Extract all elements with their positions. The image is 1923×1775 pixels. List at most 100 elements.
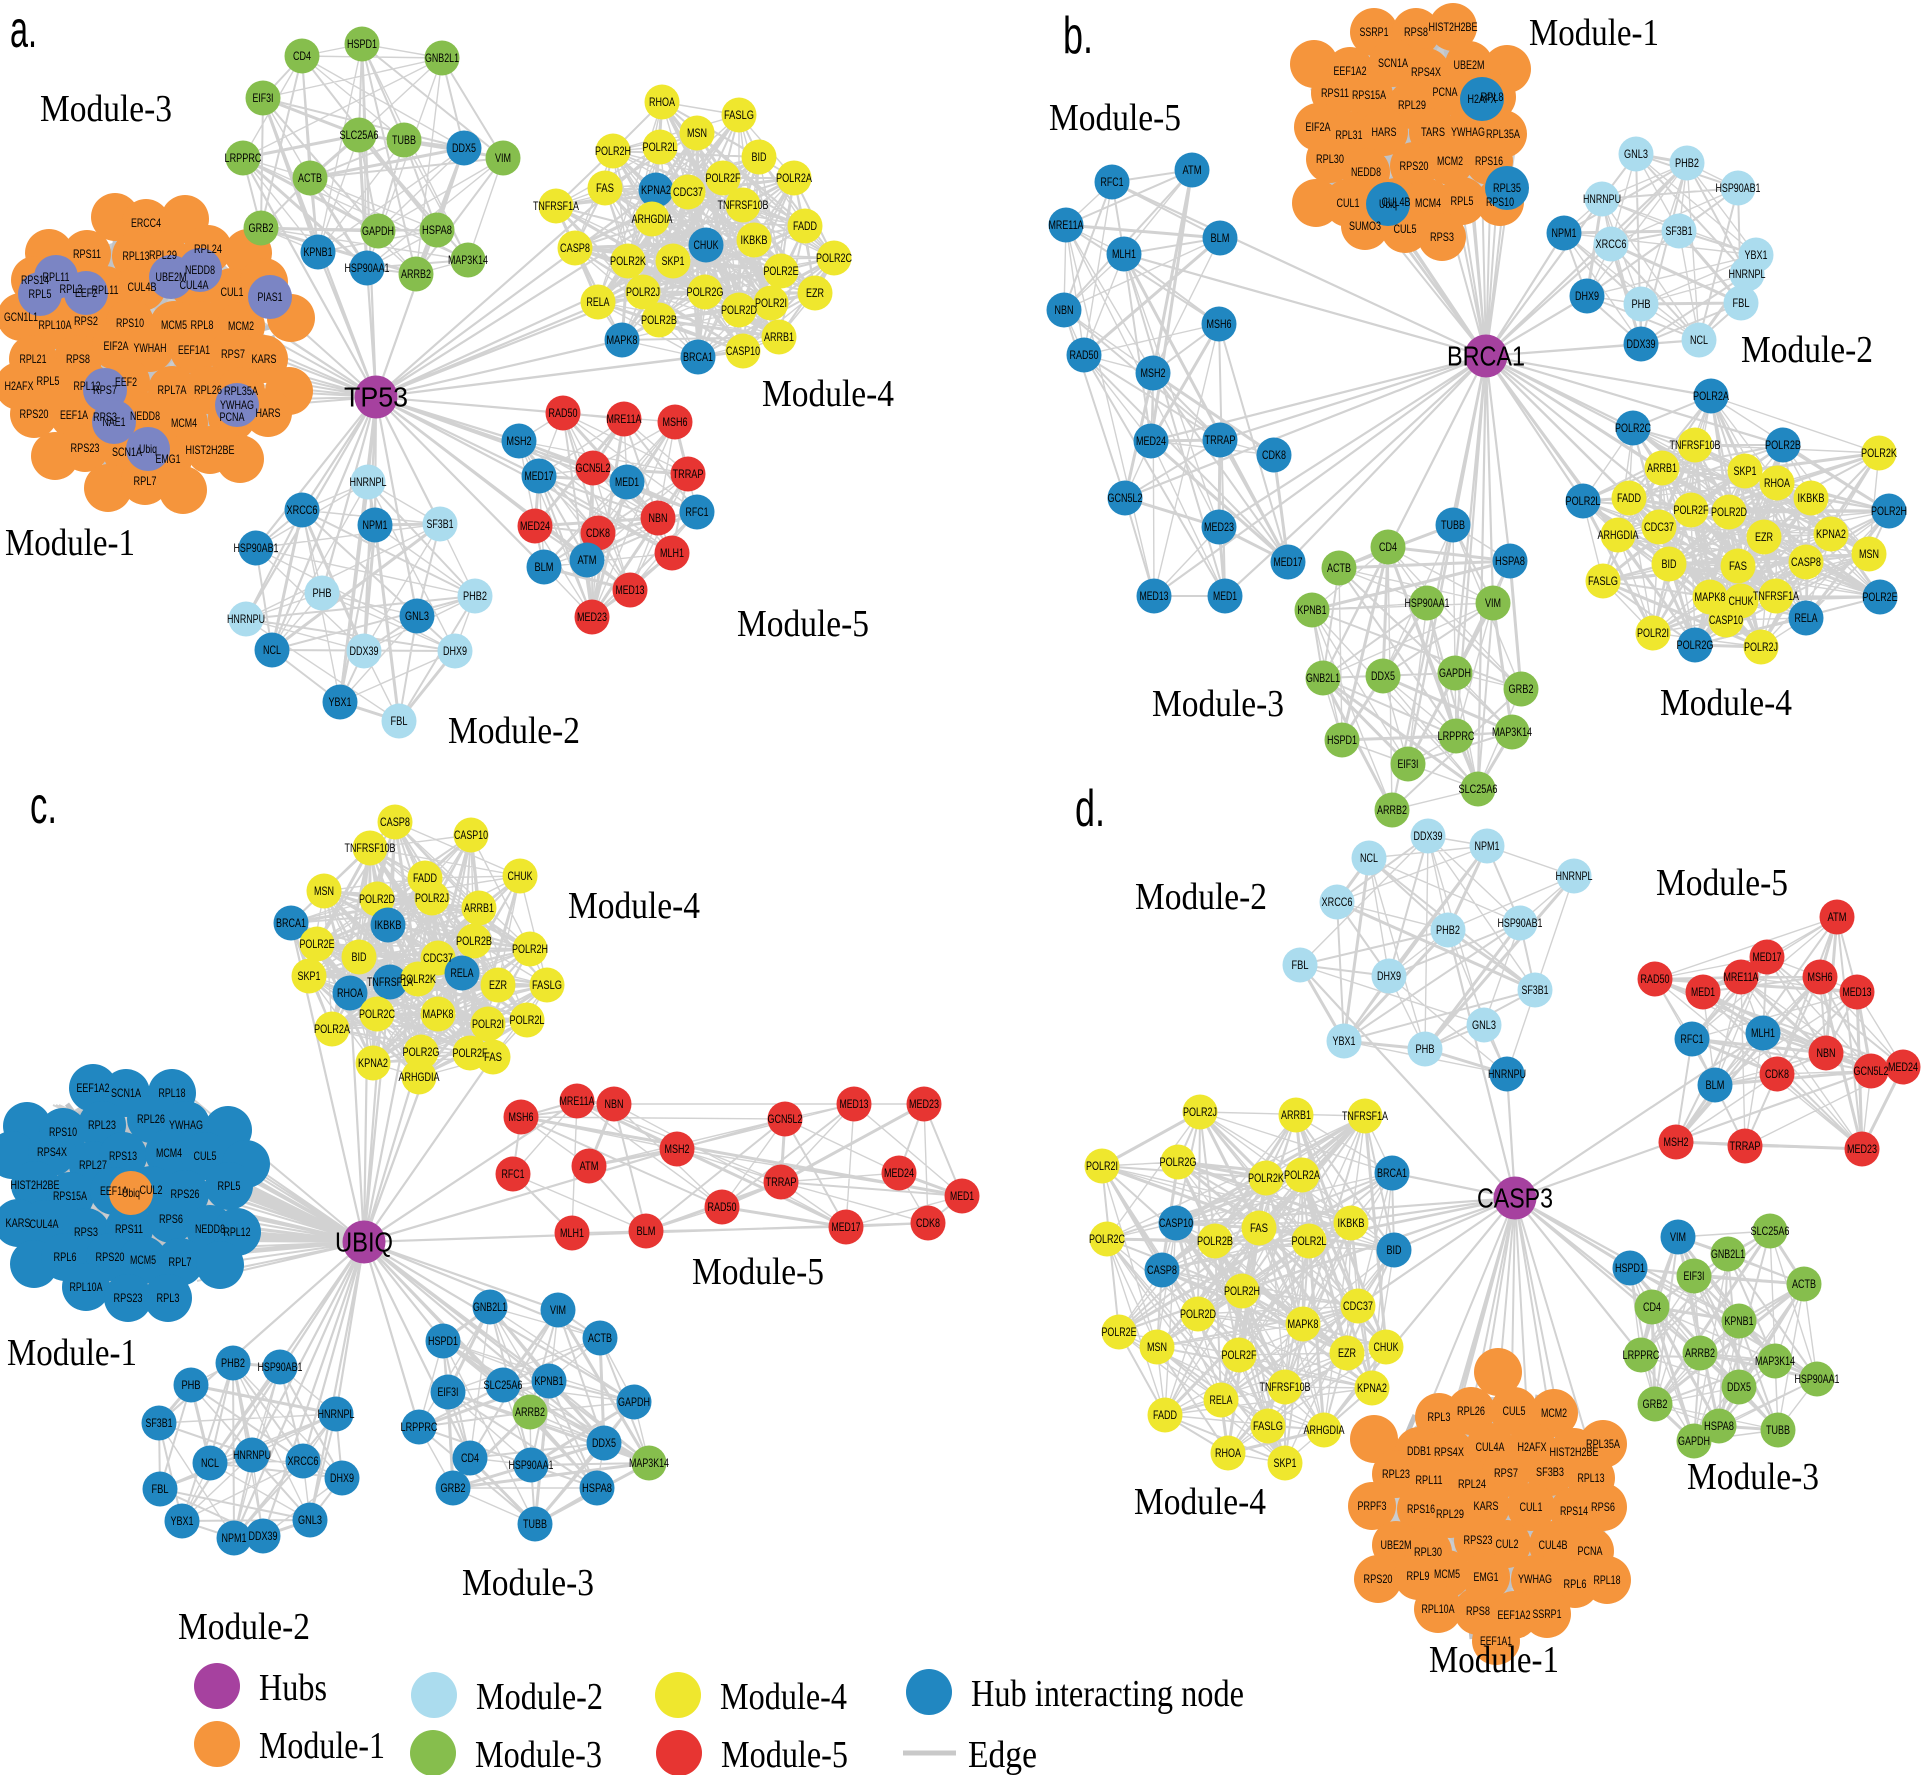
svg-text:RPS4X: RPS4X [1434, 1445, 1464, 1459]
svg-text:RFC1: RFC1 [1681, 1032, 1704, 1046]
svg-text:CUL2: CUL2 [140, 1183, 163, 1197]
svg-text:XRCC6: XRCC6 [287, 503, 318, 517]
svg-text:POLR2B: POLR2B [456, 934, 492, 948]
svg-text:RELA: RELA [1795, 611, 1818, 625]
svg-text:CASP10: CASP10 [454, 828, 488, 842]
svg-text:CUL1: CUL1 [221, 285, 244, 299]
svg-text:DDX5: DDX5 [452, 141, 476, 155]
svg-text:ARHGDIA: ARHGDIA [1304, 1423, 1345, 1437]
svg-text:RPL30: RPL30 [1316, 152, 1344, 166]
svg-text:MED24: MED24 [884, 1166, 914, 1180]
svg-text:KPNA2: KPNA2 [641, 183, 671, 197]
svg-text:UBE2M: UBE2M [1454, 58, 1485, 72]
svg-text:XRCC6: XRCC6 [1596, 237, 1627, 251]
svg-text:MSH2: MSH2 [1664, 1135, 1689, 1149]
svg-text:CASP10: CASP10 [1159, 1216, 1193, 1230]
svg-text:RPL8: RPL8 [1481, 90, 1504, 104]
svg-text:VIM: VIM [495, 151, 511, 165]
svg-text:LRPPRC: LRPPRC [401, 1420, 438, 1434]
svg-text:CDK8: CDK8 [1262, 448, 1286, 462]
svg-text:VIM: VIM [1485, 596, 1501, 610]
svg-text:MCM4: MCM4 [156, 1146, 182, 1160]
svg-text:UBE2M: UBE2M [156, 270, 187, 284]
svg-text:YBX1: YBX1 [329, 695, 352, 709]
svg-text:RPL26: RPL26 [137, 1112, 165, 1126]
svg-text:POLR2I: POLR2I [1637, 626, 1669, 640]
svg-text:ARRB2: ARRB2 [1685, 1346, 1715, 1360]
svg-text:RPL31: RPL31 [1336, 128, 1363, 142]
svg-text:Module-5: Module-5 [1049, 97, 1181, 139]
svg-text:RAD50: RAD50 [708, 1200, 737, 1214]
svg-text:HIST2H2BE: HIST2H2BE [11, 1178, 60, 1192]
svg-text:MSN: MSN [314, 884, 334, 898]
svg-text:POLR2B: POLR2B [641, 313, 677, 327]
svg-text:POLR2I: POLR2I [1086, 1159, 1118, 1173]
svg-text:FAS: FAS [484, 1050, 502, 1064]
svg-text:RPS11: RPS11 [73, 247, 101, 261]
svg-text:PHB: PHB [1632, 297, 1651, 311]
svg-text:SLC25A6: SLC25A6 [484, 1378, 523, 1392]
svg-text:GAPDH: GAPDH [618, 1395, 650, 1409]
svg-text:PHB2: PHB2 [1675, 156, 1699, 170]
svg-text:NCL: NCL [1360, 851, 1378, 865]
svg-text:ARRB1: ARRB1 [1647, 461, 1677, 475]
svg-text:Module-4: Module-4 [762, 373, 894, 415]
svg-text:FBL: FBL [152, 1482, 169, 1496]
svg-text:CDC37: CDC37 [1343, 1299, 1373, 1313]
svg-text:DHX9: DHX9 [330, 1471, 354, 1485]
svg-text:GRB2: GRB2 [1643, 1397, 1668, 1411]
svg-text:RPS3: RPS3 [1430, 230, 1454, 244]
svg-text:EEF1A: EEF1A [100, 1184, 128, 1198]
svg-text:RPL18: RPL18 [1594, 1573, 1621, 1587]
svg-text:Module-3: Module-3 [462, 1562, 594, 1604]
svg-text:HSPD1: HSPD1 [428, 1334, 458, 1348]
svg-text:RPS10: RPS10 [1486, 195, 1514, 209]
svg-text:RPL10A: RPL10A [70, 1280, 103, 1294]
svg-text:RAD50: RAD50 [1641, 972, 1670, 986]
svg-text:POLR2D: POLR2D [721, 303, 757, 317]
svg-text:RPS3: RPS3 [93, 410, 117, 424]
svg-text:NBN: NBN [1055, 303, 1074, 317]
svg-text:POLR2I: POLR2I [755, 296, 787, 310]
svg-text:CUL5: CUL5 [1394, 222, 1417, 236]
svg-text:POLR2E: POLR2E [1863, 590, 1898, 604]
svg-text:RPL27: RPL27 [79, 1158, 107, 1172]
svg-text:POLR2L: POLR2L [510, 1013, 545, 1027]
svg-text:POLR2A: POLR2A [1284, 1168, 1320, 1182]
svg-text:CUL4A: CUL4A [1476, 1440, 1505, 1454]
svg-text:MED24: MED24 [1136, 434, 1166, 448]
svg-text:RPL12: RPL12 [74, 379, 101, 393]
svg-text:POLR2K: POLR2K [1861, 446, 1897, 460]
svg-text:HNRNPL: HNRNPL [350, 475, 387, 489]
svg-text:CD4: CD4 [293, 49, 311, 63]
svg-text:RAD50: RAD50 [549, 406, 578, 420]
svg-text:Ubiq: Ubiq [1379, 197, 1397, 211]
svg-text:NEDD8: NEDD8 [130, 409, 160, 423]
svg-text:EIF3I: EIF3I [253, 91, 274, 105]
svg-text:RPL11: RPL11 [43, 270, 70, 284]
svg-text:MAP3K14: MAP3K14 [629, 1456, 669, 1470]
svg-text:ATM: ATM [580, 1159, 599, 1173]
svg-text:FBL: FBL [391, 714, 408, 728]
svg-text:MED1: MED1 [1691, 985, 1715, 999]
svg-text:FBL: FBL [1292, 958, 1309, 972]
svg-text:Module-2: Module-2 [1741, 329, 1873, 371]
svg-text:ARHGDIA: ARHGDIA [1598, 528, 1639, 542]
svg-text:POLR2J: POLR2J [1183, 1105, 1217, 1119]
svg-text:LRPPRC: LRPPRC [1623, 1348, 1660, 1362]
svg-text:POLR2C: POLR2C [816, 251, 852, 265]
svg-text:RPL3: RPL3 [60, 282, 83, 296]
svg-text:HNRNPU: HNRNPU [233, 1448, 271, 1462]
svg-text:PCNA: PCNA [1578, 1544, 1603, 1558]
svg-text:MRE11A: MRE11A [560, 1094, 595, 1108]
svg-text:HSP90AB1: HSP90AB1 [258, 1360, 303, 1374]
svg-text:EIF3I: EIF3I [1398, 757, 1419, 771]
svg-text:BRCA1: BRCA1 [1377, 1166, 1407, 1180]
svg-text:RPL21: RPL21 [20, 352, 47, 366]
svg-text:MSH6: MSH6 [663, 415, 688, 429]
svg-text:SCN1A: SCN1A [111, 1086, 141, 1100]
svg-text:TNFRSF10B: TNFRSF10B [1260, 1380, 1311, 1394]
svg-text:HNRNPU: HNRNPU [227, 612, 265, 626]
svg-text:GAPDH: GAPDH [1439, 666, 1471, 680]
svg-text:RFC1: RFC1 [1101, 175, 1124, 189]
